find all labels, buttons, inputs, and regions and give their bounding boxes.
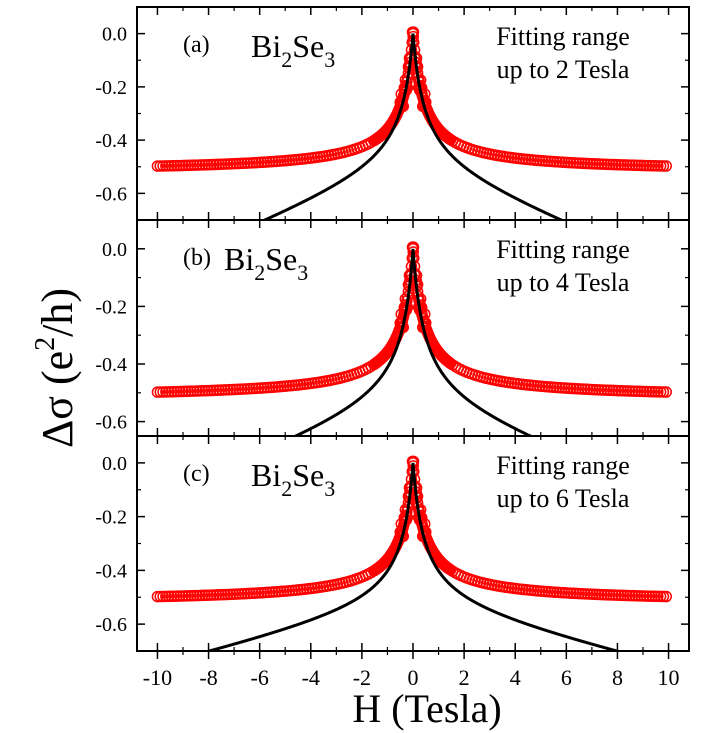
sample-label-sub1: 2 [281,47,292,72]
measured-series [151,455,673,603]
panel-3: 0.0 -0.2 -0.4 -0.6 (c) Bi2Se3 Fitting range up … [95,435,690,652]
y-tick-label: -0.2 [95,507,127,529]
data-point [660,160,673,172]
x-tick-label: 6 [561,665,572,690]
x-axis: -10 -8 -6 -4 -2 0 2 4 6 8 10 [143,651,680,690]
sample-label-sub1: 2 [281,476,292,501]
measured-series [151,241,673,398]
fit-annotation-line: up to 2 Tesla [497,55,630,84]
fit-line [294,248,532,435]
x-tick-label: -4 [302,665,320,690]
sample-label: Bi2Se3 [224,241,308,285]
y-tick-label: -0.6 [95,183,127,205]
fit-annotation-line: Fitting range [496,451,630,480]
sample-label-mid: Se [292,457,324,493]
y-tick-label: 0.0 [102,239,127,261]
fit-line [207,462,619,650]
y-tick-label: -0.2 [95,296,127,318]
fit-annotation-line: up to 4 Tesla [497,268,630,297]
fit-annotation-line: up to 6 Tesla [497,484,630,513]
x-tick-label: -8 [199,665,217,690]
sample-label-sub1: 2 [254,260,265,285]
x-axis-label: H (Tesla) [352,686,501,731]
x-tick-label: 0 [408,665,419,690]
data-point [444,564,457,576]
y-tick-label: -0.4 [95,354,127,376]
data-point [660,386,673,398]
y-tick-label: -0.6 [95,614,127,636]
y-axis-label-main: Δσ (e [33,351,82,448]
sample-label-mid: Se [265,241,297,277]
y-axis-label: Δσ (e2/h) [30,288,82,448]
y-axis-label-tail: /h) [33,288,82,337]
panel-2: 0.0 -0.2 -0.4 -0.6 (b) Bi2Se3 Fitting range up … [95,219,690,437]
x-tick-label: -6 [251,665,269,690]
x-tick-label: 2 [459,665,470,690]
data-point [414,293,427,305]
data-point [414,503,427,516]
data-point [660,590,673,603]
data-point [444,133,457,146]
x-tick-label: 8 [612,665,623,690]
data-point [399,293,412,305]
sample-label-mid: Se [292,28,324,64]
y-tick-label: -0.6 [95,412,127,434]
data-point [444,357,457,370]
y-tick-label: -0.4 [95,130,127,152]
fit-annotation-line: Fitting range [496,22,630,51]
sample-label: Bi2Se3 [251,28,335,72]
x-tick-label: -2 [353,665,371,690]
panel-label: (c) [183,461,210,487]
sample-label-sub2: 3 [297,260,308,285]
y-tick-label: -0.2 [95,77,127,99]
sample-label-base: Bi [251,457,281,493]
panel-1: 0.0 -0.2 -0.4 -0.6 (a) Bi2Se3 Fitting range up … [95,6,690,221]
fit-annotation-line: Fitting range [496,235,630,264]
sample-label-sub2: 3 [324,47,335,72]
y-axis-label-sup: 2 [30,337,61,351]
x-tick-label: 4 [510,665,521,690]
y-tick-label: 0.0 [102,24,127,46]
y-tick-label: -0.4 [95,560,127,582]
sample-label-base: Bi [224,241,254,277]
x-tick-label: 10 [658,665,680,690]
x-tick-label: -10 [143,665,172,690]
sample-label-sub2: 3 [324,476,335,501]
y-tick-label: 0.0 [102,453,127,475]
sample-label: Bi2Se3 [251,457,335,501]
panel-label: (b) [183,245,211,271]
fit-line [263,33,563,219]
panel-label: (a) [183,32,210,58]
sample-label-base: Bi [251,28,281,64]
data-point [420,526,432,538]
